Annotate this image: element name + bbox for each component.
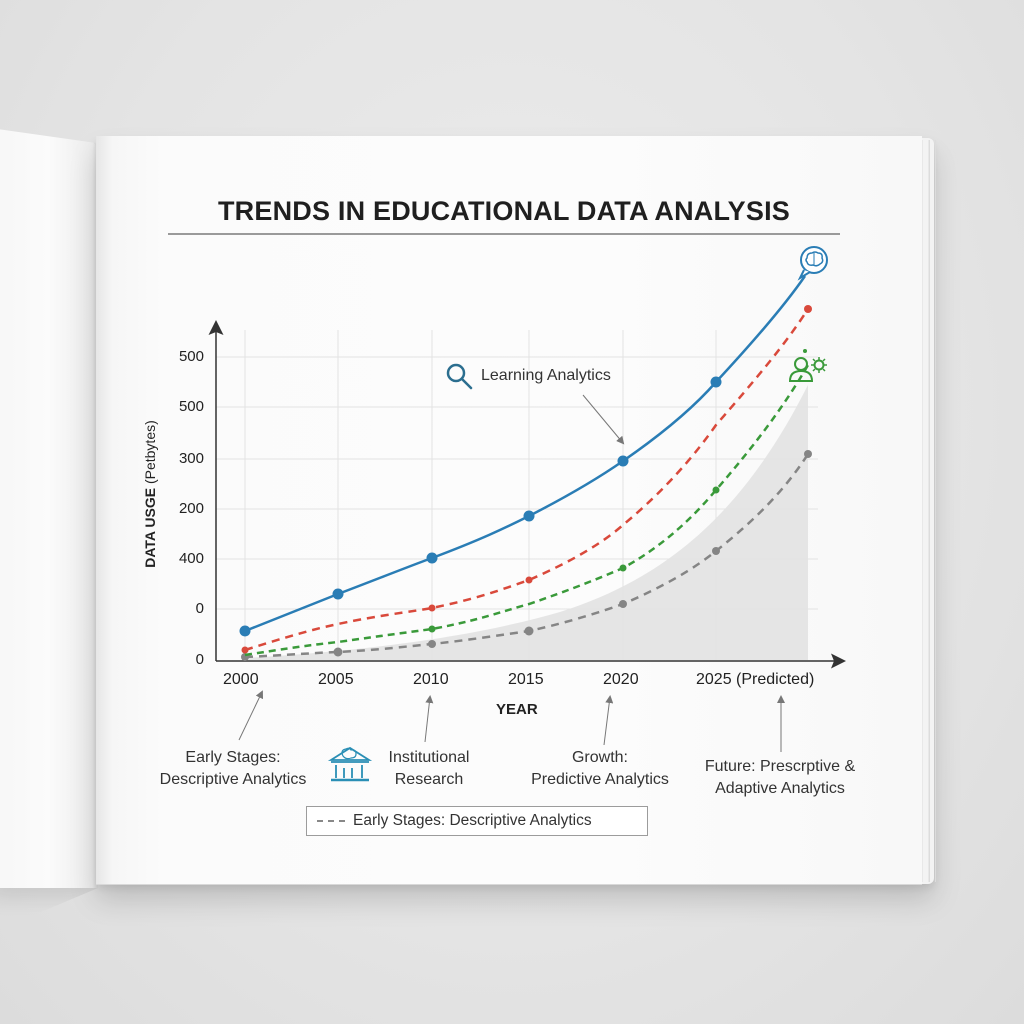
x-tick: 2020 bbox=[603, 671, 639, 688]
chart-legend: Early Stages: Descriptive Analytics bbox=[306, 806, 648, 836]
y-tick: 300 bbox=[178, 450, 204, 467]
left-page bbox=[0, 128, 98, 888]
learning-analytics-label: Learning Analytics bbox=[481, 367, 611, 384]
y-axis-title-text: DATA USGE bbox=[142, 487, 158, 568]
annotation-line: Research bbox=[394, 771, 464, 788]
annotation-institutional: Institutional Research bbox=[374, 747, 484, 791]
brain-speech-bubble-icon bbox=[797, 246, 828, 281]
y-tick: 500 bbox=[178, 348, 204, 365]
x-tick: 2005 bbox=[318, 671, 354, 688]
title-divider bbox=[168, 233, 840, 235]
y-tick: 0 bbox=[195, 651, 204, 668]
x-tick: 2010 bbox=[413, 671, 449, 688]
series-blue-points bbox=[239, 376, 722, 637]
institution-brain-icon bbox=[327, 746, 373, 782]
series-green bbox=[244, 364, 810, 657]
x-axis-title: YEAR bbox=[496, 701, 538, 718]
annotation-arrows bbox=[238, 690, 785, 752]
annotation-line: Descriptive Analytics bbox=[159, 771, 307, 788]
y-axis-unit: (Petbytes) bbox=[142, 420, 158, 485]
y-tick: 500 bbox=[178, 398, 204, 415]
annotation-line: Adaptive Analytics bbox=[715, 780, 845, 797]
x-tick: 2025 (Predicted) bbox=[696, 671, 815, 688]
annotation-early-stages: Early Stages: Descriptive Analytics bbox=[148, 747, 318, 791]
x-tick: 2015 bbox=[508, 671, 544, 688]
series-green-points bbox=[428, 486, 720, 633]
annotation-line: Early Stages: bbox=[185, 749, 281, 766]
annotation-growth: Growth: Predictive Analytics bbox=[520, 747, 680, 791]
y-tick: 0 bbox=[195, 600, 204, 617]
y-axis-title: DATA USGE (Petbytes) bbox=[142, 414, 158, 574]
page-title: TRENDS IN EDUCATIONAL DATA ANALYSIS bbox=[217, 196, 791, 226]
learning-analytics-arrow bbox=[582, 394, 625, 445]
magnifier-icon bbox=[446, 363, 473, 390]
series-red-points bbox=[241, 305, 812, 654]
legend-dashed-swatch bbox=[317, 820, 345, 822]
annotation-line: Institutional bbox=[388, 749, 470, 766]
y-tick: 200 bbox=[178, 500, 204, 517]
series-gray bbox=[244, 453, 810, 659]
x-tick: 2000 bbox=[223, 671, 259, 688]
annotation-line: Predictive Analytics bbox=[531, 771, 669, 788]
y-tick: 400 bbox=[178, 550, 204, 567]
person-gear-icon bbox=[788, 349, 827, 382]
series-red bbox=[244, 308, 810, 652]
prediction-area bbox=[245, 385, 808, 660]
annotation-line: Growth: bbox=[571, 749, 628, 766]
annotation-future: Future: Prescrptive & Adaptive Analytics bbox=[690, 756, 870, 800]
annotation-line: Future: Prescrptive & bbox=[704, 758, 856, 775]
legend-label: Early Stages: Descriptive Analytics bbox=[353, 812, 592, 829]
